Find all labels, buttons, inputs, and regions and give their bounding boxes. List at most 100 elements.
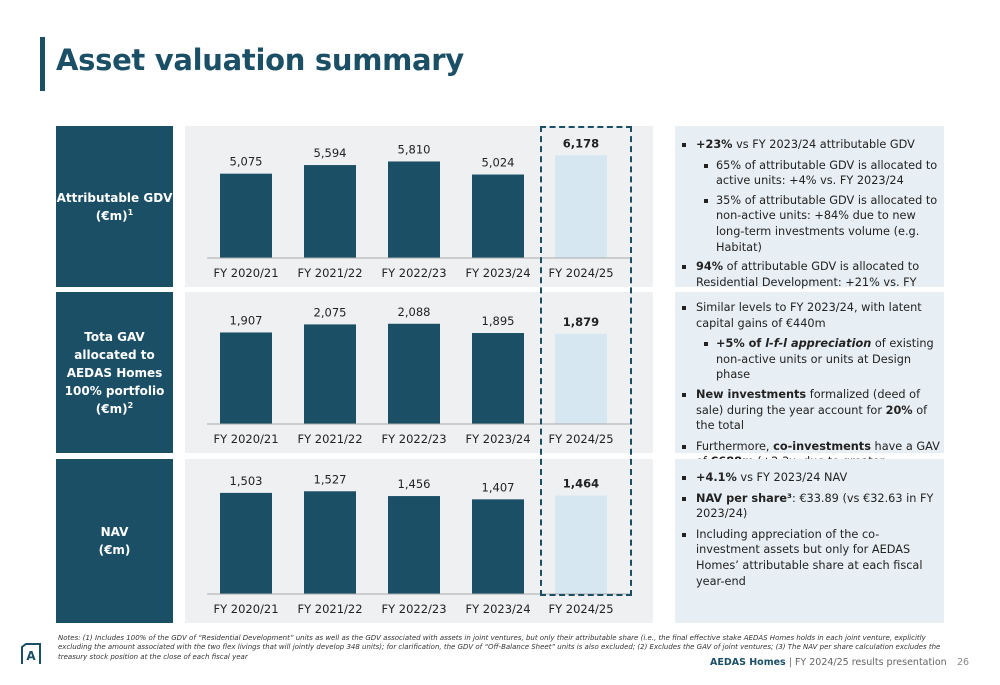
bullet-text: Furthermore, [696, 439, 774, 453]
bullet-item: Similar levels to FY 2023/24, with laten… [678, 300, 940, 331]
row-label-text: Tota GAV allocated to AEDAS Homes 100% p… [64, 329, 165, 416]
data-label: 1,895 [482, 314, 515, 328]
category-label: FY 2022/23 [381, 432, 446, 446]
bullet-text: vs FY 2023/24 attributable GDV [732, 138, 915, 151]
bullet-text: NAV per share³ [696, 491, 792, 505]
bullet-text: 35% of attributable GDV is allocated to … [716, 193, 938, 254]
bullet-text: 94% [696, 260, 724, 274]
bar [220, 173, 272, 258]
bar [304, 324, 356, 424]
bullet-text: formalized (deed of sale) during the yea… [696, 387, 921, 417]
bullet-text: Similar levels to FY 2023/24, with laten… [696, 301, 922, 330]
row-label-nav: NAV (€m) [56, 459, 173, 623]
data-label: 1,503 [230, 474, 263, 488]
footnote-marker: 1 [127, 207, 134, 217]
bar [472, 333, 524, 424]
bar-chart-svg: 1,503 FY 2020/21 1,527 FY 2021/22 1,456 FY 20… [207, 472, 631, 616]
bullet-text: 65% of attributable GDV is allocated to … [716, 158, 938, 188]
chart-nav: 1,503 FY 2020/21 1,527 FY 2021/22 1,456 FY 20… [185, 459, 653, 623]
bullet-item: +5% of l-f-l appreciation of existing no… [678, 336, 940, 383]
bullet-text: l-f-l appreciation [765, 337, 872, 351]
bullet-item: 35% of attributable GDV is allocated to … [678, 193, 940, 255]
data-label: 5,024 [482, 156, 515, 170]
commentary-gdv: +23% vs FY 2023/24 attributable GDV 65% o… [675, 126, 944, 304]
category-label: FY 2024/25 [548, 432, 613, 446]
bullet-text: +23% [696, 138, 733, 151]
bullet-text: 20% [885, 403, 913, 417]
row-label-text: Attributable GDV (€m)1 [56, 190, 173, 223]
category-label: FY 2023/24 [465, 432, 530, 446]
category-label: FY 2021/22 [297, 602, 362, 616]
category-label: FY 2022/23 [381, 602, 446, 616]
category-label: FY 2020/21 [213, 266, 278, 280]
highlight-dashed-box [540, 126, 632, 596]
bar [220, 332, 272, 424]
category-label: FY 2023/24 [465, 602, 530, 616]
bullet-item: NAV per share³: €33.89 (vs €32.63 in FY … [678, 491, 940, 522]
bar [555, 155, 607, 258]
bullet-text: +5% of [716, 337, 766, 351]
bullet-text: New investments [696, 387, 807, 401]
bullet-item: 65% of attributable GDV is allocated to … [678, 158, 940, 189]
bar [472, 499, 524, 594]
bar-chart-svg: 5,075 FY 2020/21 5,594 FY 2021/22 5,810 FY 20… [207, 136, 631, 280]
footnotes: Notes: (1) Includes 100% of the GDV of “… [58, 634, 941, 661]
bullet-item: New investments formalized (deed of sale… [678, 387, 940, 434]
bar [388, 496, 440, 594]
category-label: FY 2024/25 [548, 602, 613, 616]
category-label: FY 2020/21 [213, 432, 278, 446]
data-label: 5,810 [398, 142, 431, 156]
bar [555, 495, 607, 594]
bar [472, 174, 524, 258]
footnote-marker: 2 [127, 400, 134, 410]
bullet-text: of existing non-active units or units at… [716, 337, 934, 382]
data-label: 1,527 [314, 472, 347, 486]
bullet-text: of the total [696, 403, 928, 433]
page-title: Asset valuation summary [56, 43, 464, 77]
bullet-item: Including appreciation of the co-investm… [678, 527, 940, 589]
data-label: 1,464 [563, 477, 599, 491]
category-label: FY 2023/24 [465, 266, 530, 280]
bar-chart-svg: 1,907 FY 2020/21 2,075 FY 2021/22 2,088 FY 20… [207, 305, 631, 446]
row-label-text: NAV (€m) [98, 525, 131, 557]
commentary-nav: +4.1% vs FY 2023/24 NAV NAV per share³: €… [675, 459, 944, 623]
row-label-gdv: Attributable GDV (€m)1 [56, 126, 173, 287]
data-label: 6,178 [563, 136, 599, 150]
title-accent-bar [40, 37, 45, 91]
bar [304, 165, 356, 258]
data-label: 2,075 [314, 305, 347, 319]
bullet-item: +4.1% vs FY 2023/24 NAV [678, 470, 940, 486]
category-label: FY 2024/25 [548, 266, 613, 280]
category-label: FY 2021/22 [297, 266, 362, 280]
footer-brand: AEDAS Homes [710, 657, 786, 668]
bullet-item: +23% vs FY 2023/24 attributable GDV [678, 137, 940, 153]
category-label: FY 2022/23 [381, 266, 446, 280]
category-label: FY 2021/22 [297, 432, 362, 446]
data-label: 1,407 [482, 480, 515, 494]
footer: AEDAS Homes | FY 2024/25 results present… [710, 657, 947, 668]
data-label: 1,456 [398, 477, 431, 491]
commentary-gav: Similar levels to FY 2023/24, with laten… [675, 292, 944, 484]
bullet-text: Including appreciation of the co-investm… [696, 527, 923, 588]
bar [388, 323, 440, 424]
svg-text:A: A [26, 649, 36, 663]
data-label: 5,594 [314, 146, 347, 160]
page-number: 26 [957, 657, 970, 668]
footer-text: | FY 2024/25 results presentation [785, 657, 947, 668]
data-label: 1,879 [563, 315, 599, 329]
bullet-text: +4.1% [696, 471, 737, 484]
bar [388, 161, 440, 258]
data-label: 2,088 [398, 305, 431, 319]
data-label: 5,075 [230, 155, 263, 169]
data-label: 1,907 [230, 313, 263, 327]
bar [555, 333, 607, 424]
bullet-text: vs FY 2023/24 NAV [736, 471, 848, 484]
bullet-text: co-investments [773, 439, 871, 453]
bar [304, 491, 356, 594]
aedas-logo-icon: A [21, 643, 41, 664]
category-label: FY 2020/21 [213, 602, 278, 616]
bullet-text: : €33.89 (vs €32.63 in FY 2023/24) [696, 491, 934, 521]
chart-gdv: 5,075 FY 2020/21 5,594 FY 2021/22 5,810 FY 20… [185, 126, 653, 287]
row-label-gav: Tota GAV allocated to AEDAS Homes 100% p… [56, 292, 173, 453]
bar [220, 492, 272, 594]
